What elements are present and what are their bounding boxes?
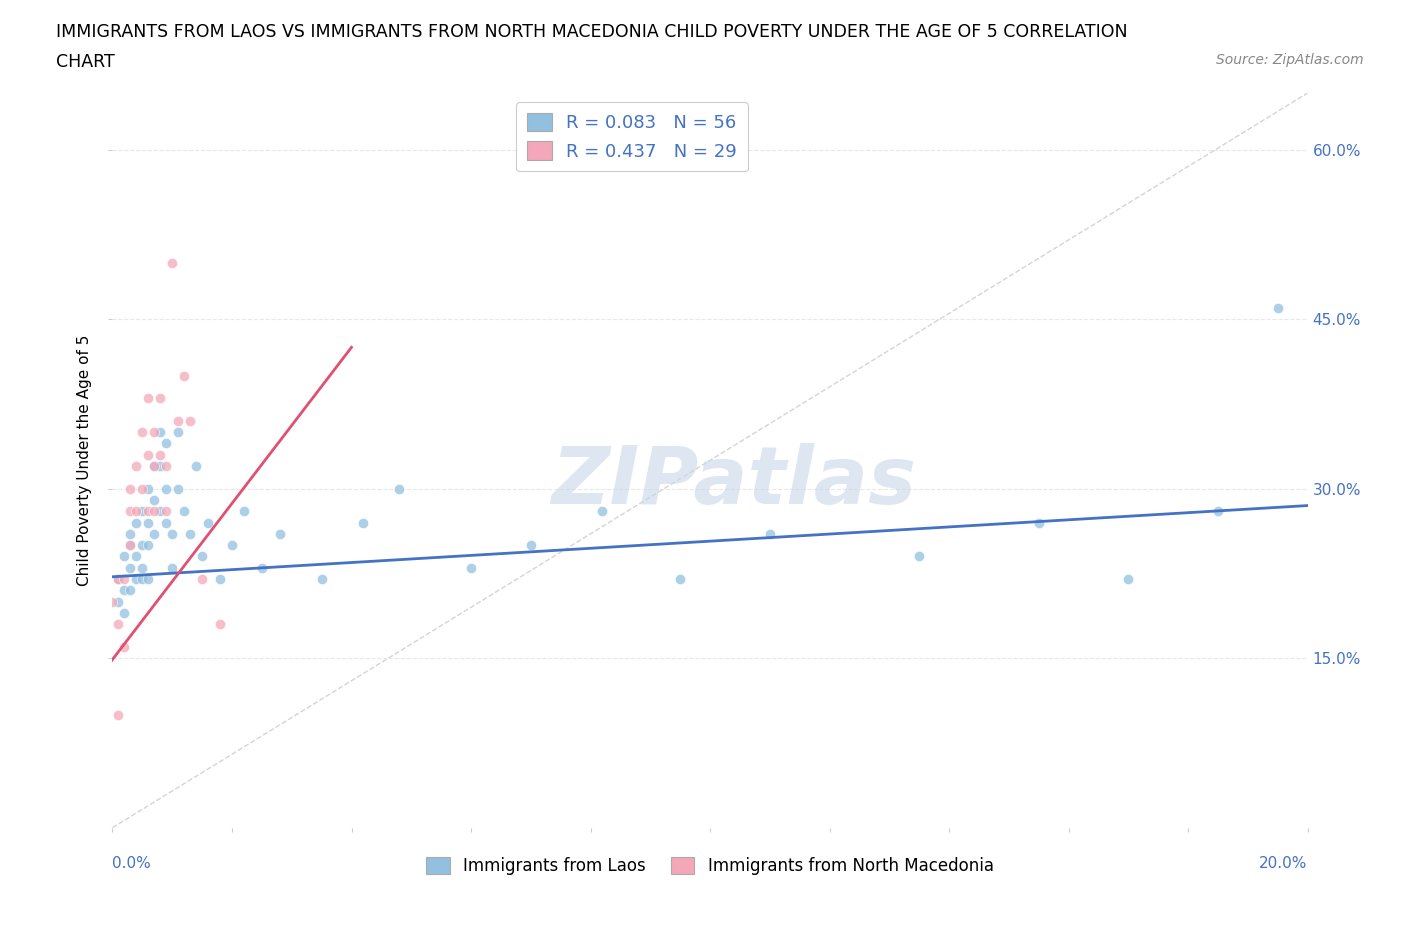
Point	[131, 572, 153, 587]
Point	[143, 526, 166, 541]
Point	[120, 504, 142, 519]
Point	[1028, 515, 1050, 530]
Legend: Immigrants from Laos, Immigrants from North Macedonia: Immigrants from Laos, Immigrants from No…	[420, 850, 1000, 882]
Point	[138, 481, 160, 496]
Point	[138, 391, 160, 405]
Point	[107, 594, 129, 609]
Point	[120, 538, 142, 552]
Text: IMMIGRANTS FROM LAOS VS IMMIGRANTS FROM NORTH MACEDONIA CHILD POVERTY UNDER THE : IMMIGRANTS FROM LAOS VS IMMIGRANTS FROM …	[56, 23, 1128, 41]
Point	[125, 549, 148, 564]
Point	[592, 504, 614, 519]
Point	[353, 515, 375, 530]
Point	[125, 515, 148, 530]
Point	[209, 617, 232, 631]
Point	[669, 572, 692, 587]
Text: Source: ZipAtlas.com: Source: ZipAtlas.com	[1216, 53, 1364, 67]
Point	[149, 447, 172, 462]
Point	[221, 538, 243, 552]
Point	[149, 458, 172, 473]
Point	[1206, 504, 1229, 519]
Point	[520, 538, 543, 552]
Point	[131, 425, 153, 440]
Point	[114, 583, 135, 598]
Point	[138, 515, 160, 530]
Y-axis label: Child Poverty Under the Age of 5: Child Poverty Under the Age of 5	[77, 335, 93, 586]
Point	[120, 560, 142, 575]
Point	[191, 572, 214, 587]
Point	[131, 504, 153, 519]
Point	[101, 594, 124, 609]
Point	[120, 526, 142, 541]
Point	[120, 481, 142, 496]
Point	[179, 526, 201, 541]
Text: 20.0%: 20.0%	[1260, 857, 1308, 871]
Point	[138, 538, 160, 552]
Point	[131, 560, 153, 575]
Point	[1267, 300, 1289, 315]
Point	[120, 583, 142, 598]
Point	[388, 481, 411, 496]
Point	[138, 447, 160, 462]
Point	[179, 413, 201, 428]
Point	[143, 493, 166, 508]
Text: 0.0%: 0.0%	[112, 857, 152, 871]
Point	[155, 481, 177, 496]
Point	[233, 504, 256, 519]
Point	[155, 515, 177, 530]
Point	[131, 481, 153, 496]
Point	[131, 538, 153, 552]
Point	[162, 560, 183, 575]
Point	[186, 458, 208, 473]
Point	[107, 617, 129, 631]
Point	[162, 255, 183, 270]
Point	[143, 458, 166, 473]
Point	[173, 504, 195, 519]
Point	[143, 458, 166, 473]
Point	[120, 538, 142, 552]
Text: CHART: CHART	[56, 53, 115, 71]
Point	[167, 481, 190, 496]
Point	[209, 572, 232, 587]
Point	[155, 436, 177, 451]
Text: ZIPatlas: ZIPatlas	[551, 444, 917, 522]
Point	[460, 560, 482, 575]
Point	[197, 515, 219, 530]
Point	[114, 605, 135, 620]
Point	[191, 549, 214, 564]
Point	[311, 572, 333, 587]
Point	[125, 504, 148, 519]
Point	[125, 458, 148, 473]
Point	[908, 549, 931, 564]
Point	[114, 640, 135, 655]
Point	[138, 504, 160, 519]
Point	[167, 413, 190, 428]
Point	[167, 425, 190, 440]
Point	[155, 504, 177, 519]
Point	[114, 572, 135, 587]
Point	[107, 572, 129, 587]
Point	[107, 572, 129, 587]
Point	[149, 425, 172, 440]
Point	[125, 572, 148, 587]
Point	[162, 526, 183, 541]
Point	[250, 560, 273, 575]
Point	[107, 707, 129, 722]
Point	[143, 504, 166, 519]
Point	[1118, 572, 1140, 587]
Point	[173, 368, 195, 383]
Point	[138, 572, 160, 587]
Point	[269, 526, 291, 541]
Point	[149, 504, 172, 519]
Point	[143, 425, 166, 440]
Point	[149, 391, 172, 405]
Point	[155, 458, 177, 473]
Point	[759, 526, 782, 541]
Point	[114, 549, 135, 564]
